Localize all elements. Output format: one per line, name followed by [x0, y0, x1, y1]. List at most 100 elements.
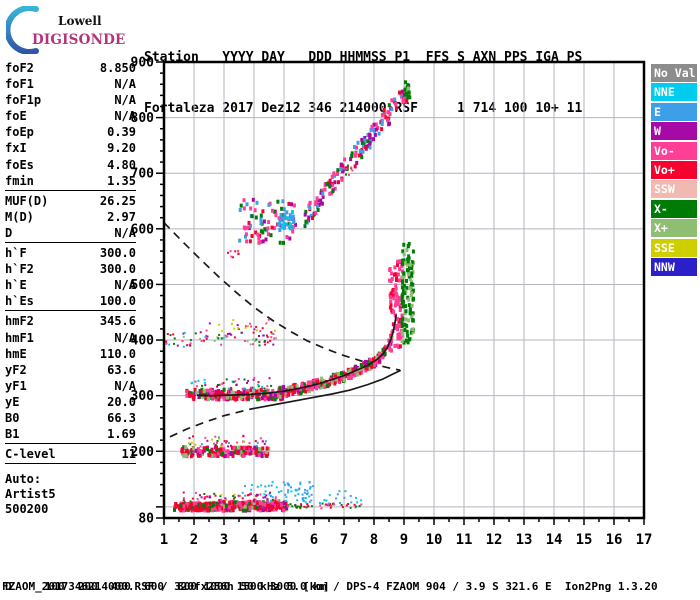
svg-text:700: 700: [131, 167, 155, 182]
param-value: 110.0: [99, 346, 136, 361]
legend-item-sse: SSE: [651, 238, 697, 257]
param-row: fmin 1.35: [5, 173, 136, 189]
param-row: foF1p N/A: [5, 92, 136, 108]
param-row: h`F2 300.0: [5, 261, 136, 277]
echo-cluster-hop2-f-pink-low: [227, 249, 240, 259]
echo-cluster-f-band-300-fuzz: [190, 376, 273, 390]
svg-text:7: 7: [340, 532, 348, 548]
y-axis-labels: 900 800 700 600 500 400 300 200 80: [131, 56, 155, 527]
param-row: hmF1 N/A: [5, 330, 136, 346]
panel-divider: [5, 310, 136, 312]
artist-fitted-trace: [196, 314, 398, 397]
echo-cluster-band-400-fuzz: [205, 318, 276, 334]
echo-cluster-es-band-mix: [210, 499, 289, 513]
echo-cluster-hop2-f-low: [238, 197, 297, 245]
param-label: hmF2: [5, 314, 34, 329]
param-label: foF1p: [5, 93, 42, 108]
echo-cluster-hop2-es-band: [180, 445, 271, 459]
svg-text:80: 80: [138, 512, 154, 527]
panel-divider: [5, 189, 136, 191]
param-row: MUF(D) 26.25: [5, 193, 136, 209]
legend-item-nne: NNE: [651, 83, 697, 102]
svg-text:500: 500: [131, 278, 155, 293]
param-value: N/A: [114, 109, 136, 124]
param-row: hmF2 345.6: [5, 313, 136, 329]
lowell-digisonde-logo: Lowell DIGISONDE: [4, 5, 142, 55]
echo-cluster-f-asym-x: [400, 241, 415, 345]
param-value: 100.0: [99, 294, 136, 309]
echo-cluster-band-400: [165, 331, 277, 348]
svg-text:1: 1: [160, 532, 168, 548]
echo-points: [165, 80, 415, 513]
param-label: fmin: [5, 173, 34, 188]
param-value: 0.39: [107, 125, 136, 140]
param-row: foEs 4.80: [5, 157, 136, 173]
curve-profile-upper: [164, 222, 401, 371]
profile-curves: [164, 222, 401, 438]
param-row: h`Es 100.0: [5, 293, 136, 309]
param-value: 4.80: [107, 157, 136, 172]
panel-divider: [5, 463, 136, 465]
param-label: h`Es: [5, 294, 34, 309]
param-row: C-level 11: [5, 446, 136, 462]
file-info-footer: FZAOM_2017346214000.RSF / 320fx256h 50 k…: [2, 580, 658, 593]
autoscaling-line: Artist5: [5, 487, 56, 502]
panel-divider: [5, 242, 136, 244]
svg-text:13: 13: [516, 532, 533, 548]
curve-profile-lower-dashed: [169, 408, 252, 438]
param-value: 345.6: [99, 314, 136, 329]
param-value: 2.97: [107, 209, 136, 224]
echo-cluster-hop2-f-rise: [303, 87, 410, 229]
param-value: 1.69: [107, 427, 136, 442]
param-value: N/A: [114, 93, 136, 108]
param-value: 20.0: [107, 394, 136, 409]
echo-color-legend: No Val NNE E W Vo- Vo+ SSW X- X+ SSE NNW: [651, 64, 697, 277]
param-label: B0: [5, 410, 20, 425]
legend-item-ssw: SSW: [651, 180, 697, 199]
param-label: h`F2: [5, 262, 34, 277]
legend-item-no-val: No Val: [651, 64, 697, 82]
param-label: foEp: [5, 125, 34, 140]
param-label: MUF(D): [5, 193, 49, 208]
param-row: yF1 N/A: [5, 378, 136, 394]
svg-text:5: 5: [280, 532, 288, 548]
plot-frame: [162, 60, 646, 520]
svg-text:3: 3: [220, 532, 228, 548]
param-label: h`F: [5, 246, 27, 261]
svg-text:800: 800: [131, 111, 155, 126]
param-row: hmE 110.0: [5, 346, 136, 362]
param-row: fxI 9.20: [5, 140, 136, 156]
param-label: hmF1: [5, 330, 34, 345]
param-row: D N/A: [5, 225, 136, 241]
parameter-panel: foF2 8.850 foF1 N/A foF1p N/A foE N/A foEp 0.39 fx…: [5, 60, 136, 517]
param-row: h`F 300.0: [5, 245, 136, 261]
x-axis-labels: 1 2 3 4 5 6 7 8 9 10 11 12 13 14 15 16 17: [160, 532, 653, 548]
param-value: 66.3: [107, 410, 136, 425]
legend-item-w: W: [651, 122, 697, 141]
svg-text:16: 16: [606, 532, 623, 548]
svg-text:2: 2: [190, 532, 198, 548]
param-row: h`E N/A: [5, 277, 136, 293]
param-value: 63.6: [107, 362, 136, 377]
param-value: 300.0: [99, 246, 136, 261]
param-value: 9.20: [107, 141, 136, 156]
svg-text:12: 12: [486, 532, 503, 548]
param-label: yF2: [5, 362, 27, 377]
echo-cluster-hop2-f-blue-blob: [276, 210, 296, 231]
svg-text:15: 15: [576, 532, 593, 548]
param-value: N/A: [114, 225, 136, 240]
svg-text:10: 10: [426, 532, 443, 548]
param-value: N/A: [114, 378, 136, 393]
param-label: fxI: [5, 141, 27, 156]
svg-text:300: 300: [131, 389, 155, 404]
echo-cluster-mid-700-specks: [342, 164, 354, 176]
autoscaling-line: Auto:: [5, 472, 42, 487]
legend-item-vo-: Vo-: [651, 141, 697, 160]
echo-cluster-f-asym-o: [388, 259, 404, 353]
param-value: N/A: [114, 330, 136, 345]
param-label: yE: [5, 394, 20, 409]
curve-fitted-trace: [196, 314, 398, 397]
param-label: foF2: [5, 61, 34, 75]
header-line-values: Fortaleza 2017 Dez12 346 214000 RSF 1 71…: [144, 101, 583, 116]
